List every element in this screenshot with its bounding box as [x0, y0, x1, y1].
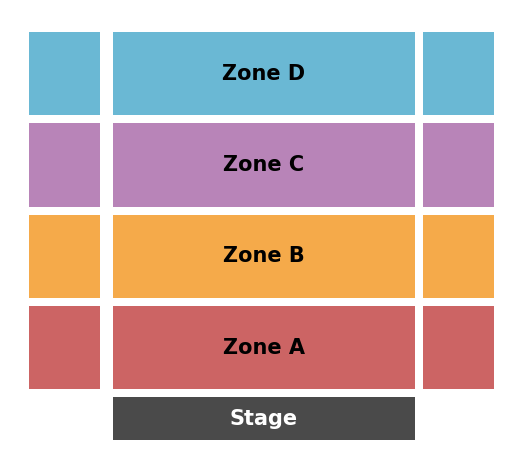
Bar — [29, 123, 100, 207]
Bar — [423, 215, 493, 298]
Bar — [423, 32, 493, 115]
Text: Zone D: Zone D — [222, 63, 306, 84]
Bar — [29, 306, 100, 389]
Bar — [113, 215, 415, 298]
Bar — [29, 215, 100, 298]
Text: Zone C: Zone C — [223, 155, 304, 175]
Bar — [113, 306, 415, 389]
Bar — [113, 32, 415, 115]
Bar — [113, 123, 415, 207]
Bar — [423, 123, 493, 207]
Text: Zone A: Zone A — [223, 338, 305, 358]
Bar — [423, 306, 493, 389]
Text: Zone B: Zone B — [223, 246, 304, 266]
Bar — [29, 32, 100, 115]
Text: Stage: Stage — [230, 409, 298, 429]
Bar — [113, 397, 415, 440]
